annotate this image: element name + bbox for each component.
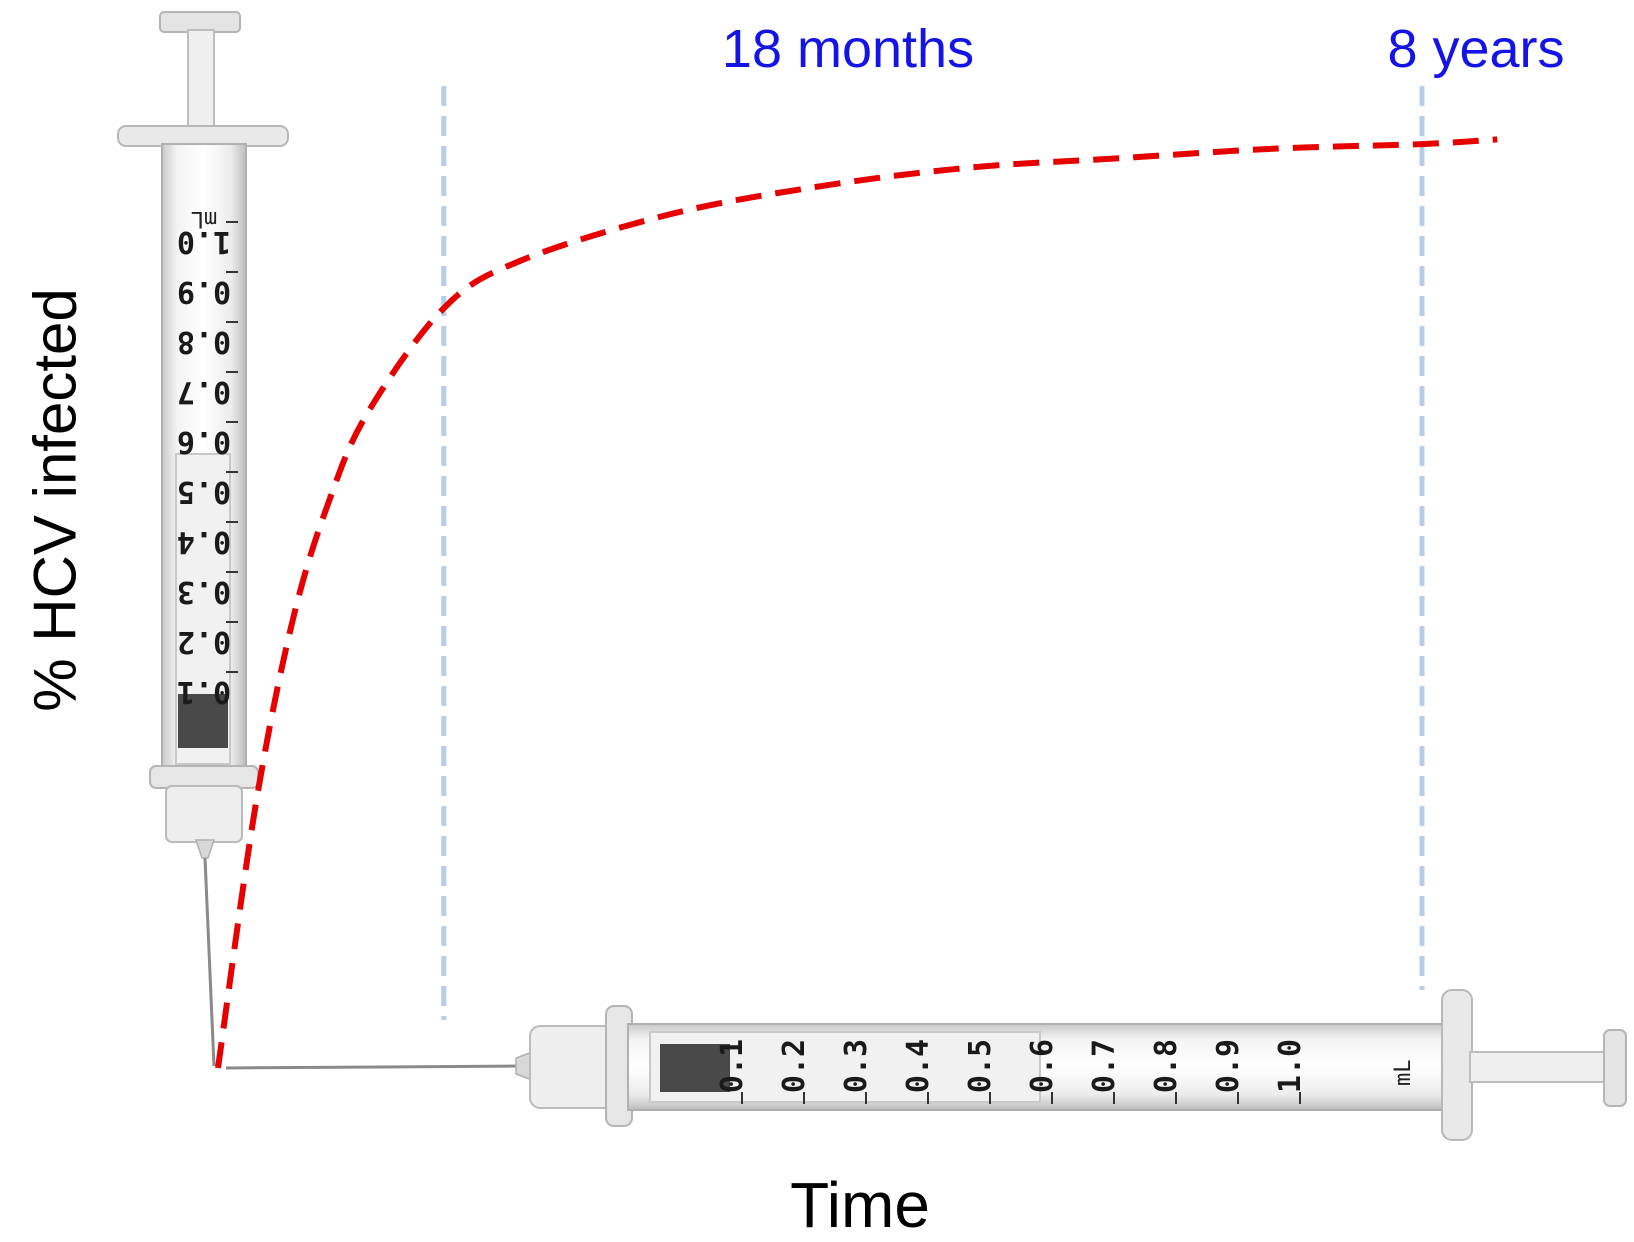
y-syringe-mark: 0.7 bbox=[177, 374, 231, 409]
y-syringe-mark: 0.8 bbox=[177, 324, 231, 359]
y-syringe-mark: 0.9 bbox=[177, 274, 231, 309]
y-axis-label: % HCV infected bbox=[21, 288, 89, 712]
infection-curve bbox=[215, 136, 1498, 1069]
x-syringe-mark: 0.7 bbox=[1087, 1039, 1122, 1093]
x-syringe-mark: 0.6 bbox=[1025, 1039, 1060, 1093]
y-syringe-unit: mL bbox=[191, 206, 218, 231]
x-syringe-mark: 0.1 bbox=[715, 1039, 750, 1093]
x-axis-label: Time bbox=[790, 1169, 930, 1241]
x-syringe-mark: 0.4 bbox=[901, 1039, 936, 1093]
x-syringe-mark: 0.5 bbox=[963, 1039, 998, 1093]
y-syringe-mark: 0.6 bbox=[177, 424, 231, 459]
x-syringe-unit: mL bbox=[1391, 1060, 1416, 1087]
y-syringe-mark: 0.3 bbox=[177, 574, 231, 609]
x-syringe-mark: 0.8 bbox=[1149, 1039, 1184, 1093]
y-syringe-mark: 0.5 bbox=[177, 474, 231, 509]
annotation-8-years: 8 years bbox=[1387, 19, 1565, 79]
y-syringe-mark: 0.2 bbox=[177, 624, 231, 659]
syringe-y-axis: 0.1 0.2 0.3 0.4 0.5 0.6 0.7 0.8 0.9 1.0mL bbox=[117, 11, 289, 1067]
x-syringe-mark: 1.0 bbox=[1273, 1039, 1308, 1093]
y-syringe-mark: 1.0 bbox=[177, 224, 231, 259]
x-syringe-mark: 0.9 bbox=[1211, 1039, 1246, 1093]
x-syringe-mark: 0.2 bbox=[777, 1039, 812, 1093]
annotation-18-months: 18 months bbox=[721, 19, 975, 79]
x-syringe-mark: 0.3 bbox=[839, 1039, 874, 1093]
milestone-guides bbox=[441, 86, 1425, 1020]
y-syringe-mark: 0.1 bbox=[177, 674, 231, 709]
y-syringe-mark: 0.4 bbox=[177, 524, 231, 559]
syringe-x-axis: mL 0.1 0.2 0.3 0.4 0.5 0.6 0.7 0.8 0.9 1.0 bbox=[225, 989, 1627, 1141]
